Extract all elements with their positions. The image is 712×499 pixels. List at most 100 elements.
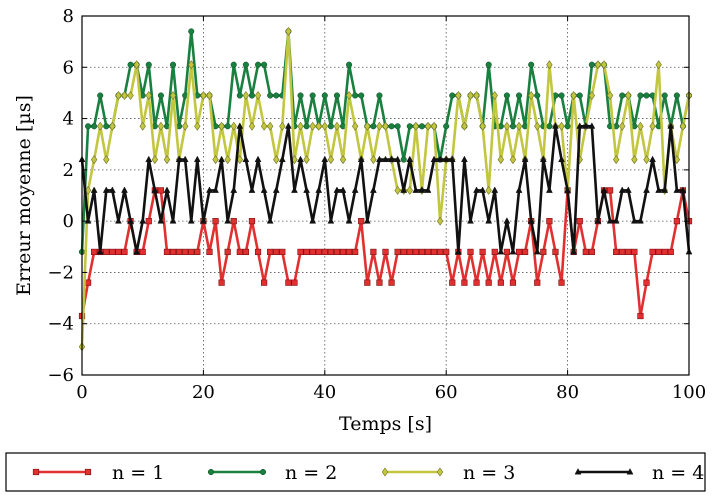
data-point [145,155,153,163]
data-point [127,61,134,68]
data-point [509,247,517,255]
data-point [545,186,553,193]
data-point [127,217,134,224]
y-tick-label: 2 [63,160,74,181]
data-point [485,279,492,286]
data-point [388,123,395,130]
data-point [424,248,432,256]
data-point [455,90,462,101]
data-point [576,92,583,99]
x-tick-label: 0 [76,382,87,403]
data-point [515,186,523,193]
data-point [370,155,377,165]
legend-marker [381,467,389,477]
data-point [254,90,262,101]
data-point [242,248,249,256]
legend-marker [626,468,634,475]
data-point [194,121,201,131]
data-point [522,248,529,256]
data-point [637,217,644,224]
legend-label: n = 4 [652,462,704,484]
data-point [182,248,189,256]
data-point [339,155,347,165]
data-point [649,121,656,131]
data-point [424,121,432,131]
data-point [121,186,128,193]
data-point [182,121,189,131]
data-point [649,155,656,163]
y-tick-label: 6 [63,57,74,78]
data-point [503,217,511,224]
data-point [637,121,644,131]
data-point [412,121,420,131]
data-point [297,92,304,99]
y-tick-label: −2 [47,262,74,283]
data-point [339,248,347,256]
data-point [327,217,335,224]
data-point [479,121,486,131]
data-point [333,248,341,256]
data-point [473,186,480,193]
data-point [345,90,353,101]
data-point [467,217,474,224]
data-point [400,186,408,193]
data-point [108,186,116,193]
data-point [230,218,237,225]
data-point [491,90,498,101]
data-point [619,92,626,99]
x-tick-label: 80 [556,382,579,403]
data-point [376,121,383,131]
data-point [139,217,147,224]
data-point [278,155,286,163]
data-point [115,248,122,256]
data-point [321,248,328,256]
y-axis-title: Erreur moyenne [µs] [13,95,35,296]
data-point [625,90,632,101]
data-point [97,92,104,99]
data-point [394,123,401,130]
data-point [297,121,304,131]
data-point [248,218,256,225]
data-point [546,218,553,225]
data-point [212,186,219,193]
data-point [564,186,572,193]
data-point [254,155,262,163]
data-point [358,92,365,99]
data-point [570,247,578,255]
data-point [661,248,668,256]
data-point [115,217,122,224]
data-point [327,155,335,165]
data-point [248,92,256,99]
data-point [376,155,383,163]
data-point [333,92,340,99]
data-point [84,279,92,286]
data-point [667,122,675,129]
data-point [613,248,620,256]
data-point [515,248,523,256]
data-point [600,60,608,70]
data-point [388,155,395,163]
data-point [364,279,371,286]
data-point [96,247,104,255]
data-point [157,217,165,224]
data-point [576,218,583,225]
data-point [309,121,316,131]
data-point [157,121,165,131]
data-point [157,187,165,194]
data-point [661,92,668,99]
y-tick-label: 8 [63,6,74,27]
data-point [473,279,480,286]
data-point [224,123,231,130]
data-point [376,92,383,99]
data-point [570,90,577,101]
legend-marker [574,468,582,475]
data-point [594,60,602,70]
data-point [90,155,98,165]
data-point [388,279,395,286]
data-point [84,217,92,224]
y-tick-label: −6 [47,365,74,386]
data-point [449,279,456,286]
legend-label: n = 2 [285,462,337,484]
data-point [376,279,383,286]
data-point [612,217,620,224]
